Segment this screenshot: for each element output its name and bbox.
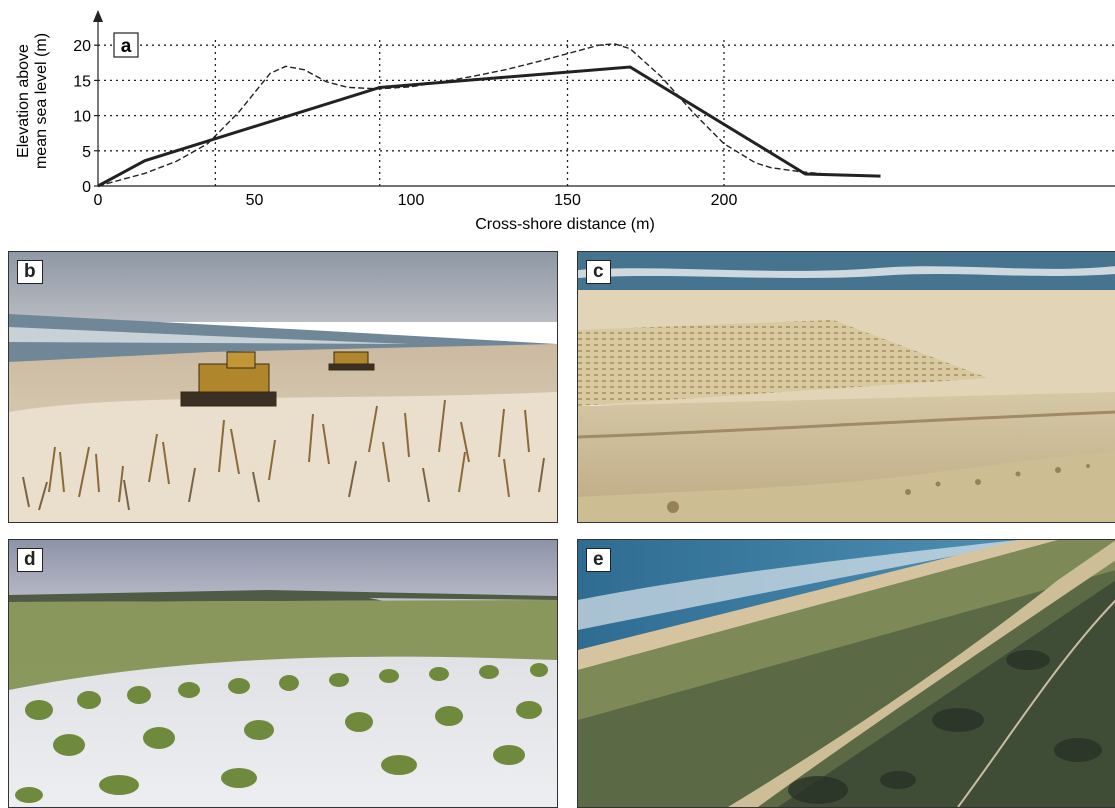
y-axis-label-line1: Elevation above [15,44,32,158]
photo-marram-grass-planting: d [8,539,558,808]
y-tick-label: 20 [73,38,91,55]
chart-series [97,43,881,188]
photo-aerial-coastal-dunes: e [577,539,1115,808]
panel-a-box [113,32,139,58]
y-tick-label: 5 [82,144,91,161]
panel-a-label: a [121,36,132,57]
x-tick-label: 0 [94,192,103,209]
x-tick-label: 100 [398,192,425,209]
x-tick-label: 50 [246,192,264,209]
profile-line-solid [97,65,881,188]
x-axis-label: Cross-shore distance (m) [475,216,655,233]
panel-d-label: d [17,548,43,572]
photo-planted-foredune-slope: c [577,251,1115,523]
panel-e-label: e [586,548,611,572]
photo-bulldozers-dune-reshaping: b [8,251,558,523]
x-tick-label: 200 [711,192,738,209]
y-axis-label-line2: mean sea level (m) [33,33,50,169]
chart-axes [93,10,1115,187]
panel-b-label: b [17,260,43,284]
y-tick-label: 0 [82,179,91,196]
chart-grid [98,38,1115,186]
y-tick-label: 10 [73,109,91,126]
x-tick-label: 150 [554,192,581,209]
y-axis-arrow-icon [93,10,103,22]
y-tick-label: 15 [73,73,91,90]
panel-c-label: c [586,260,611,284]
